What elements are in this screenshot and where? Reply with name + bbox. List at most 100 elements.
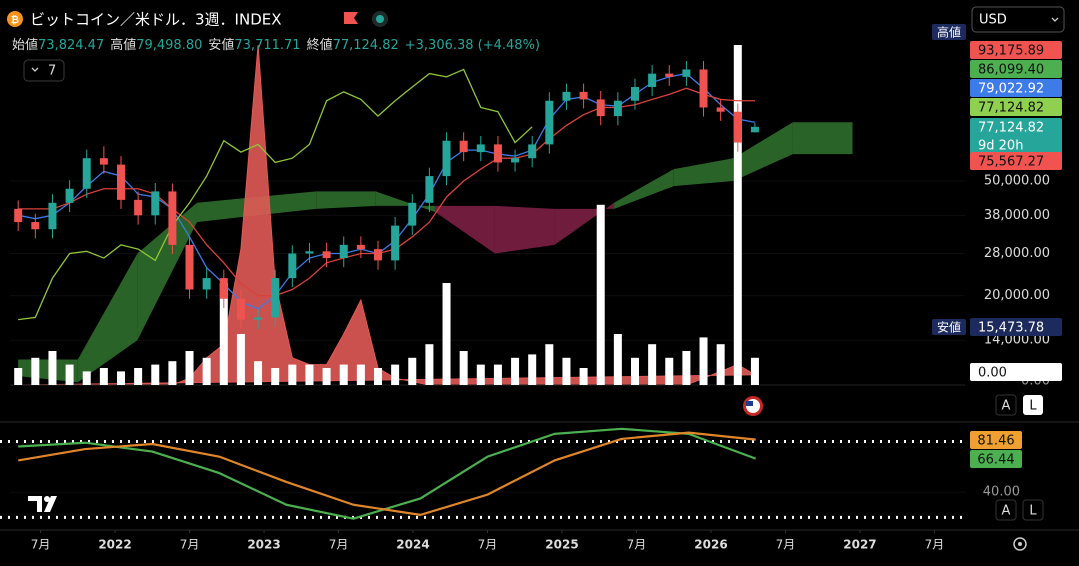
volume-bar — [442, 283, 451, 385]
cloud-segment — [673, 158, 734, 187]
indicator-toggle[interactable] — [23, 59, 65, 82]
candle-body — [31, 222, 40, 230]
candle-body — [562, 91, 571, 101]
candle-body — [236, 298, 245, 320]
high-label: 高値 — [110, 37, 136, 53]
volume-bar — [288, 364, 297, 385]
x-tick-label: 7月 — [776, 538, 796, 552]
candle-body — [665, 73, 674, 77]
candle-body — [511, 158, 520, 163]
candle-body — [219, 278, 228, 299]
auto-button[interactable] — [995, 499, 1017, 521]
volume-bar — [373, 368, 382, 385]
volume-bar — [665, 357, 674, 385]
flag-icon[interactable] — [344, 12, 358, 24]
volume-bar — [733, 45, 742, 385]
auto-button[interactable] — [995, 394, 1017, 416]
volume-bar — [528, 354, 537, 385]
x-tick-label: 7月 — [31, 538, 51, 552]
price-label: 93,175.89 — [978, 44, 1044, 59]
price-label: 79,022.92 — [978, 82, 1044, 97]
tag-box — [932, 24, 966, 40]
cloud-segment — [316, 191, 376, 209]
low-value: 73,711.71 — [234, 38, 300, 53]
candle-body — [202, 278, 211, 290]
volume-bar — [151, 364, 160, 385]
x-tick-label: 7月 — [478, 538, 498, 552]
currency-label: USD — [979, 13, 1007, 28]
candle-body — [254, 317, 263, 320]
volume-bar — [356, 364, 365, 385]
x-tick-label: 7月 — [180, 538, 200, 552]
candle-body — [391, 225, 400, 261]
x-tick-label: 2022 — [98, 538, 131, 552]
candle-body — [425, 176, 434, 203]
price-label: 86,099.40 — [978, 63, 1044, 78]
volume-bar — [493, 364, 502, 385]
price-label-box — [970, 363, 1062, 381]
candle-body — [579, 91, 588, 100]
candle-body — [99, 158, 108, 165]
logo-dot — [44, 496, 50, 502]
settings-icon[interactable] — [1013, 537, 1027, 551]
log-label: L — [1029, 504, 1037, 519]
chevron-icon — [31, 67, 39, 72]
volume-bar — [82, 371, 91, 385]
cloud-segment — [494, 205, 555, 254]
candle-body — [82, 158, 91, 189]
candle-body — [459, 140, 468, 153]
volume-bar — [271, 368, 280, 385]
volume-bar — [699, 337, 708, 385]
volume-bar — [339, 364, 348, 385]
volume-bar — [476, 364, 485, 385]
candle-body — [373, 249, 382, 261]
log-button[interactable] — [1022, 499, 1044, 521]
price-label: 77,124.82 — [978, 121, 1044, 136]
log-button[interactable] — [1023, 395, 1043, 415]
volume-bar — [236, 334, 245, 385]
auto-label: A — [1002, 399, 1011, 414]
candle-body — [116, 164, 125, 200]
tag-box — [932, 319, 966, 335]
candle-body — [630, 87, 639, 101]
symbol-title[interactable]: ビットコイン／米ドル．3週．INDEX — [30, 11, 282, 29]
candle-body — [14, 208, 23, 223]
osc-label-box — [970, 450, 1022, 468]
open-label: 始値 — [12, 37, 38, 53]
volume-bar — [750, 357, 759, 385]
x-tick-label: 2026 — [694, 538, 727, 552]
high-value: 79,498.80 — [136, 38, 202, 53]
candle-body — [288, 253, 297, 279]
volume-bar — [31, 357, 40, 385]
price-label-box — [970, 152, 1062, 170]
candle-body — [168, 191, 177, 245]
candle-body — [356, 244, 365, 250]
y-tick-label: 38,000.00 — [984, 208, 1050, 223]
volume-bar — [459, 351, 468, 385]
candle-body — [733, 111, 742, 143]
price-label-box — [970, 41, 1062, 59]
indicator-count: 7 — [48, 64, 56, 79]
volume-bar — [408, 357, 417, 385]
volume-bar — [579, 368, 588, 385]
price-label-box — [970, 118, 1062, 154]
candle-body — [48, 202, 57, 230]
volume-bar — [305, 364, 314, 385]
candle-body — [151, 191, 160, 216]
osc-tick-label: 40.00 — [983, 485, 1020, 500]
osc-label-box — [970, 431, 1022, 449]
x-tick-label: 2027 — [843, 538, 876, 552]
cloud-segment — [614, 169, 674, 209]
currency-select[interactable] — [971, 6, 1065, 33]
candle-body — [596, 99, 605, 117]
candle-body — [476, 144, 485, 153]
cloud-segment — [77, 253, 138, 383]
volume-bar — [65, 364, 74, 385]
event-flag-canton — [746, 401, 753, 406]
candle-body — [682, 69, 691, 77]
cloud-segment — [554, 202, 615, 245]
candle-body — [613, 100, 622, 117]
price-label: 15,473.78 — [978, 321, 1044, 336]
cloud-segment — [792, 122, 853, 155]
volume-bar — [202, 357, 211, 385]
